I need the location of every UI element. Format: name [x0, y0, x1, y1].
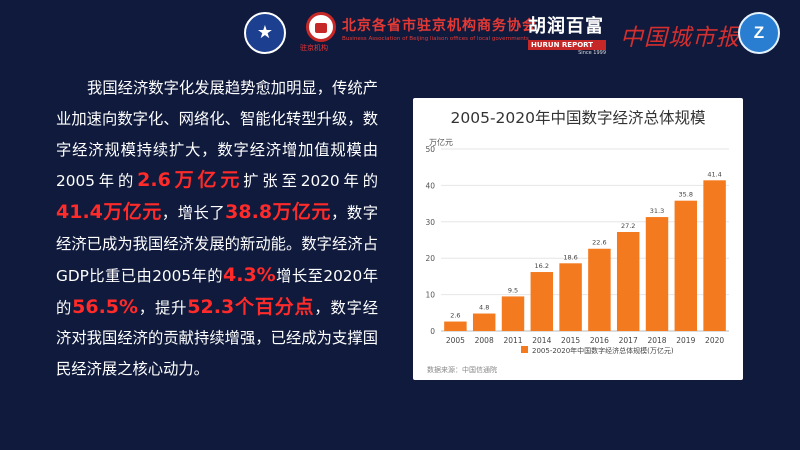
paragraph-text-1: 我国经济数字化发展趋势愈加明显，传统产业加速向数字化、网络化、智能化转型升级，数…	[56, 79, 378, 191]
legend-swatch	[521, 346, 528, 353]
data-source-note: 数据来源：中国信通院	[427, 366, 497, 374]
header-logos: ★ 驻京机构 北京各省市驻京机构商务协会 Business Associatio…	[0, 10, 800, 56]
x-tick-label: 2018	[647, 336, 666, 345]
data-label: 16.2	[535, 262, 549, 270]
bar	[501, 296, 525, 331]
highlight-share-increase: 52.3个百分点	[187, 295, 315, 318]
x-tick-label: 2014	[532, 336, 551, 345]
highlight-2020-gdp-share: 56.5%	[72, 295, 139, 318]
y-tick-label: 50	[425, 145, 435, 154]
data-label: 31.3	[650, 207, 664, 215]
bar	[444, 321, 467, 331]
bar	[703, 180, 726, 331]
x-tick-label: 2008	[475, 336, 494, 345]
x-tick-label: 2020	[705, 336, 724, 345]
x-tick-label: 2017	[619, 336, 638, 345]
x-tick-label: 2019	[676, 336, 695, 345]
x-tick-label: 2015	[561, 336, 580, 345]
hurun-since: Since 1999	[578, 50, 606, 56]
y-tick-label: 40	[425, 181, 435, 190]
chart-title: 2005-2020年中国数字经济总体规模	[450, 109, 706, 127]
data-label: 27.2	[621, 222, 635, 230]
bar	[674, 200, 698, 331]
highlight-growth: 38.8万亿元	[225, 201, 332, 224]
bar	[559, 263, 582, 331]
star-icon: ★	[256, 22, 274, 43]
paragraph-text-4: ，数字经济已成为我国经济发展的新动能。数字经济占GDP比重已由2005年的	[56, 204, 378, 285]
association-name-cn: 北京各省市驻京机构商务协会	[342, 18, 537, 34]
paragraph-text-2: 扩张至2020年的	[243, 172, 378, 191]
chart-panel: 2005-2020年中国数字经济总体规模 万亿元 0 10 20 30 40 50 2.6 2…	[413, 98, 743, 380]
association-name-en: Business Association of Beijing liaison …	[342, 36, 529, 42]
paragraph-text-7: ，数字经济对我国经济的贡献持续增强，已经成为支撑国民经济展之核心动力。	[56, 298, 378, 379]
zz-logo-mark: Z	[753, 23, 765, 42]
bar	[530, 272, 554, 331]
x-tick-label: 2011	[503, 336, 522, 345]
highlight-2005-scale: 2.6万亿元	[137, 169, 244, 192]
bar	[616, 231, 640, 331]
paragraph-text-3: ，增长了	[161, 204, 226, 223]
data-label: 18.6	[563, 253, 577, 261]
data-label: 2.6	[450, 312, 460, 320]
y-tick-label: 0	[430, 327, 435, 336]
y-tick-label: 20	[425, 254, 435, 263]
bar	[472, 313, 496, 331]
y-axis-unit-label: 万亿元	[429, 138, 453, 147]
hurun-name-en: HURUN REPORT	[528, 40, 606, 50]
hurun-name-cn: 胡润百富	[528, 16, 604, 37]
y-tick-label: 30	[425, 218, 435, 227]
paragraph-text-5: 增长至2020年的	[56, 266, 378, 317]
hurun-report-logo: 胡润百富 HURUN REPORT Since 1999	[528, 12, 610, 56]
data-label: 4.8	[479, 304, 489, 312]
highlight-2020-scale: 41.4万亿元	[56, 201, 162, 224]
highlight-2005-gdp-share: 4.3%	[223, 263, 276, 286]
data-label: 35.8	[679, 191, 693, 199]
y-tick-label: 10	[425, 291, 435, 300]
x-tick-label: 2005	[446, 336, 465, 345]
zz-circle-logo: Z	[738, 12, 780, 54]
bar	[645, 217, 669, 331]
data-label: 22.6	[592, 239, 606, 247]
china-city-paper-logo: 中国城市报	[620, 25, 740, 51]
legend-entry: 2005-2020年中国数字经济总体规模(万亿元)	[532, 346, 674, 355]
association-emblem-caption: 驻京机构	[300, 44, 328, 52]
digital-economy-paragraph: 我国经济数字化发展趋势愈加明显，传统产业加速向数字化、网络化、智能化转型升级，数…	[56, 73, 378, 385]
association-emblem-icon	[306, 12, 336, 42]
association-seal-logo: ★	[244, 12, 286, 54]
data-label: 9.5	[508, 286, 518, 294]
bar-chart: 0 10 20 30 40 50 2.6 2005 4.8 2008 9.5 2011 16.2 2014…	[425, 145, 729, 355]
data-label: 41.4	[707, 170, 721, 178]
bar	[588, 248, 611, 331]
business-association-logo: 驻京机构 北京各省市驻京机构商务协会 Business Association …	[298, 12, 536, 54]
x-tick-label: 2016	[590, 336, 609, 345]
paragraph-text-6: ，提升	[138, 298, 188, 317]
